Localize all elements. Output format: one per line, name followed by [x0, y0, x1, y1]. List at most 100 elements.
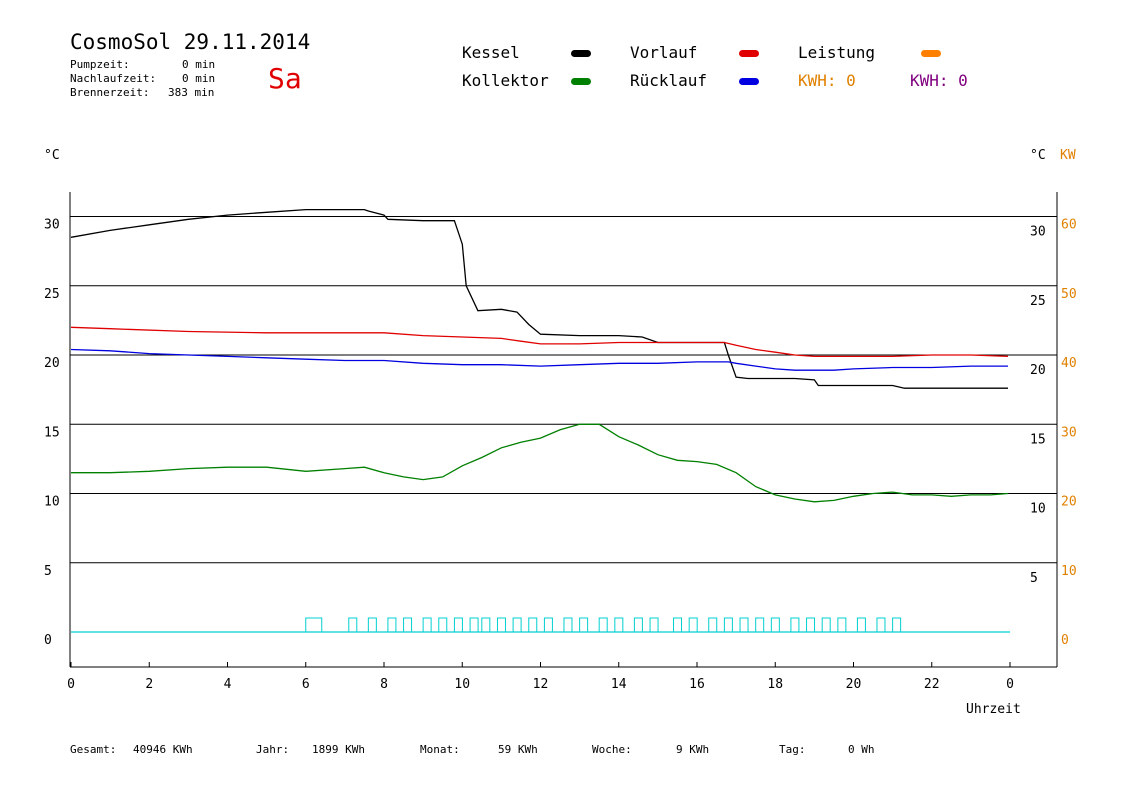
burner-event-marker [837, 617, 847, 633]
burner-event-marker [305, 617, 323, 633]
legend-vorlauf-swatch [739, 50, 759, 57]
x-tick-label: 0 [67, 677, 75, 692]
burner-event-marker [403, 617, 413, 633]
burner-event-marker [579, 617, 589, 633]
nachlaufzeit-label: Nachlaufzeit: [70, 72, 157, 85]
y-right-kw-tick-label: 20 [1061, 495, 1077, 510]
x-tick-label: 18 [767, 677, 783, 692]
jahr-label: Jahr: [256, 743, 290, 756]
burner-event-marker [688, 617, 698, 633]
burner-event-marker [512, 617, 522, 633]
y-right-c-tick-label: 10 [1030, 502, 1046, 517]
legend-kessel-swatch [571, 50, 591, 57]
x-tick-label: 4 [224, 677, 232, 692]
y-right-kw-tick-label: 50 [1061, 287, 1077, 302]
burner-event-marker [708, 617, 718, 633]
day-label: Sa [268, 62, 302, 95]
y-right-kw-tick-label: 30 [1061, 425, 1077, 440]
legend-leistung-swatch [921, 50, 941, 57]
y-left-tick-label: 15 [44, 425, 60, 440]
burner-event-marker [563, 617, 573, 633]
y-right-kw-tick-label: 0 [1061, 633, 1069, 648]
series-line-vorlauf [70, 326, 1009, 358]
x-tick-label: 14 [611, 677, 627, 692]
tag-value: 0 Wh [848, 743, 875, 756]
burner-event-marker [806, 617, 816, 633]
burner-event-marker [422, 617, 432, 633]
burner-event-marker [876, 617, 886, 633]
y-right-c-tick-label: 20 [1030, 363, 1046, 378]
burner-event-marker [481, 617, 491, 633]
y-right-kw-tick-label: 10 [1061, 564, 1077, 579]
left-unit-label: °C [44, 148, 60, 163]
jahr-value: 1899 KWh [312, 743, 365, 756]
y-right-kw-tick-label: 60 [1061, 218, 1077, 233]
y-left-tick-label: 0 [44, 633, 52, 648]
y-right-c-tick-label: 25 [1030, 294, 1046, 309]
burner-event-marker [755, 617, 765, 633]
legend-ruecklauf-swatch [739, 78, 759, 85]
right-unit-c-label: °C [1030, 148, 1046, 163]
x-tick-label: 0 [1006, 677, 1014, 692]
pumpzeit-label: Pumpzeit: [70, 58, 130, 71]
y-right-c-tick-label: 30 [1030, 225, 1046, 240]
burner-event-marker [367, 617, 377, 633]
y-left-tick-label: 5 [44, 564, 52, 579]
x-tick-label: 6 [302, 677, 310, 692]
burner-event-marker [528, 617, 538, 633]
x-tick-label: 22 [924, 677, 940, 692]
burner-event-marker [723, 617, 733, 633]
burner-event-marker [496, 617, 506, 633]
right-unit-kw-label: KW [1060, 148, 1076, 163]
series-line-kessel [70, 208, 1008, 389]
gesamt-label: Gesamt: [70, 743, 117, 756]
burner-event-marker [543, 617, 553, 633]
brennerzeit-value: 383 min [168, 86, 215, 99]
burner-event-marker [469, 617, 479, 633]
y-left-tick-label: 30 [44, 218, 60, 233]
burner-event-marker [856, 617, 866, 633]
woche-label: Woche: [592, 743, 632, 756]
page-title: CosmoSol 29.11.2014 [70, 30, 311, 54]
burner-event-marker [453, 617, 463, 633]
legend-leistung-label: Leistung [798, 43, 876, 62]
x-tick-label: 8 [380, 677, 388, 692]
legend-kessel-label: Kessel [462, 43, 520, 62]
x-tick-label: 16 [689, 677, 705, 692]
burner-event-marker [673, 617, 683, 633]
kwh-orange-label: KWH: 0 [798, 71, 856, 90]
series-line-kollektor [71, 423, 1009, 503]
burner-event-marker [387, 617, 397, 633]
legend-kollektor-swatch [571, 78, 591, 85]
burner-event-marker [892, 617, 902, 633]
monat-label: Monat: [420, 743, 460, 756]
x-axis-label: Uhrzeit [966, 702, 1021, 717]
gesamt-value: 40946 KWh [133, 743, 193, 756]
x-tick-label: 20 [846, 677, 862, 692]
woche-value: 9 KWh [676, 743, 710, 756]
burner-event-marker [633, 617, 643, 633]
pumpzeit-value: 0 min [182, 58, 216, 71]
brennerzeit-label: Brennerzeit: [70, 86, 150, 99]
burner-event-marker [348, 617, 358, 633]
y-left-tick-label: 25 [44, 287, 60, 302]
series-line-rücklauf [70, 348, 1008, 371]
burner-event-marker [598, 617, 608, 633]
y-left-tick-label: 10 [44, 495, 60, 510]
legend-kollektor-label: Kollektor [462, 71, 549, 90]
burner-event-marker [739, 617, 749, 633]
burner-event-marker [790, 617, 800, 633]
burner-event-marker [821, 617, 831, 633]
x-tick-label: 12 [533, 677, 549, 692]
y-right-c-tick-label: 15 [1030, 432, 1046, 447]
tag-label: Tag: [779, 743, 806, 756]
burner-event-marker [649, 617, 659, 633]
y-left-tick-label: 20 [44, 356, 60, 371]
x-tick-label: 10 [454, 677, 470, 692]
monat-value: 59 KWh [498, 743, 538, 756]
nachlaufzeit-value: 0 min [182, 72, 216, 85]
y-right-c-tick-label: 5 [1030, 571, 1038, 586]
x-tick-label: 2 [145, 677, 153, 692]
burner-event-marker [438, 617, 448, 633]
